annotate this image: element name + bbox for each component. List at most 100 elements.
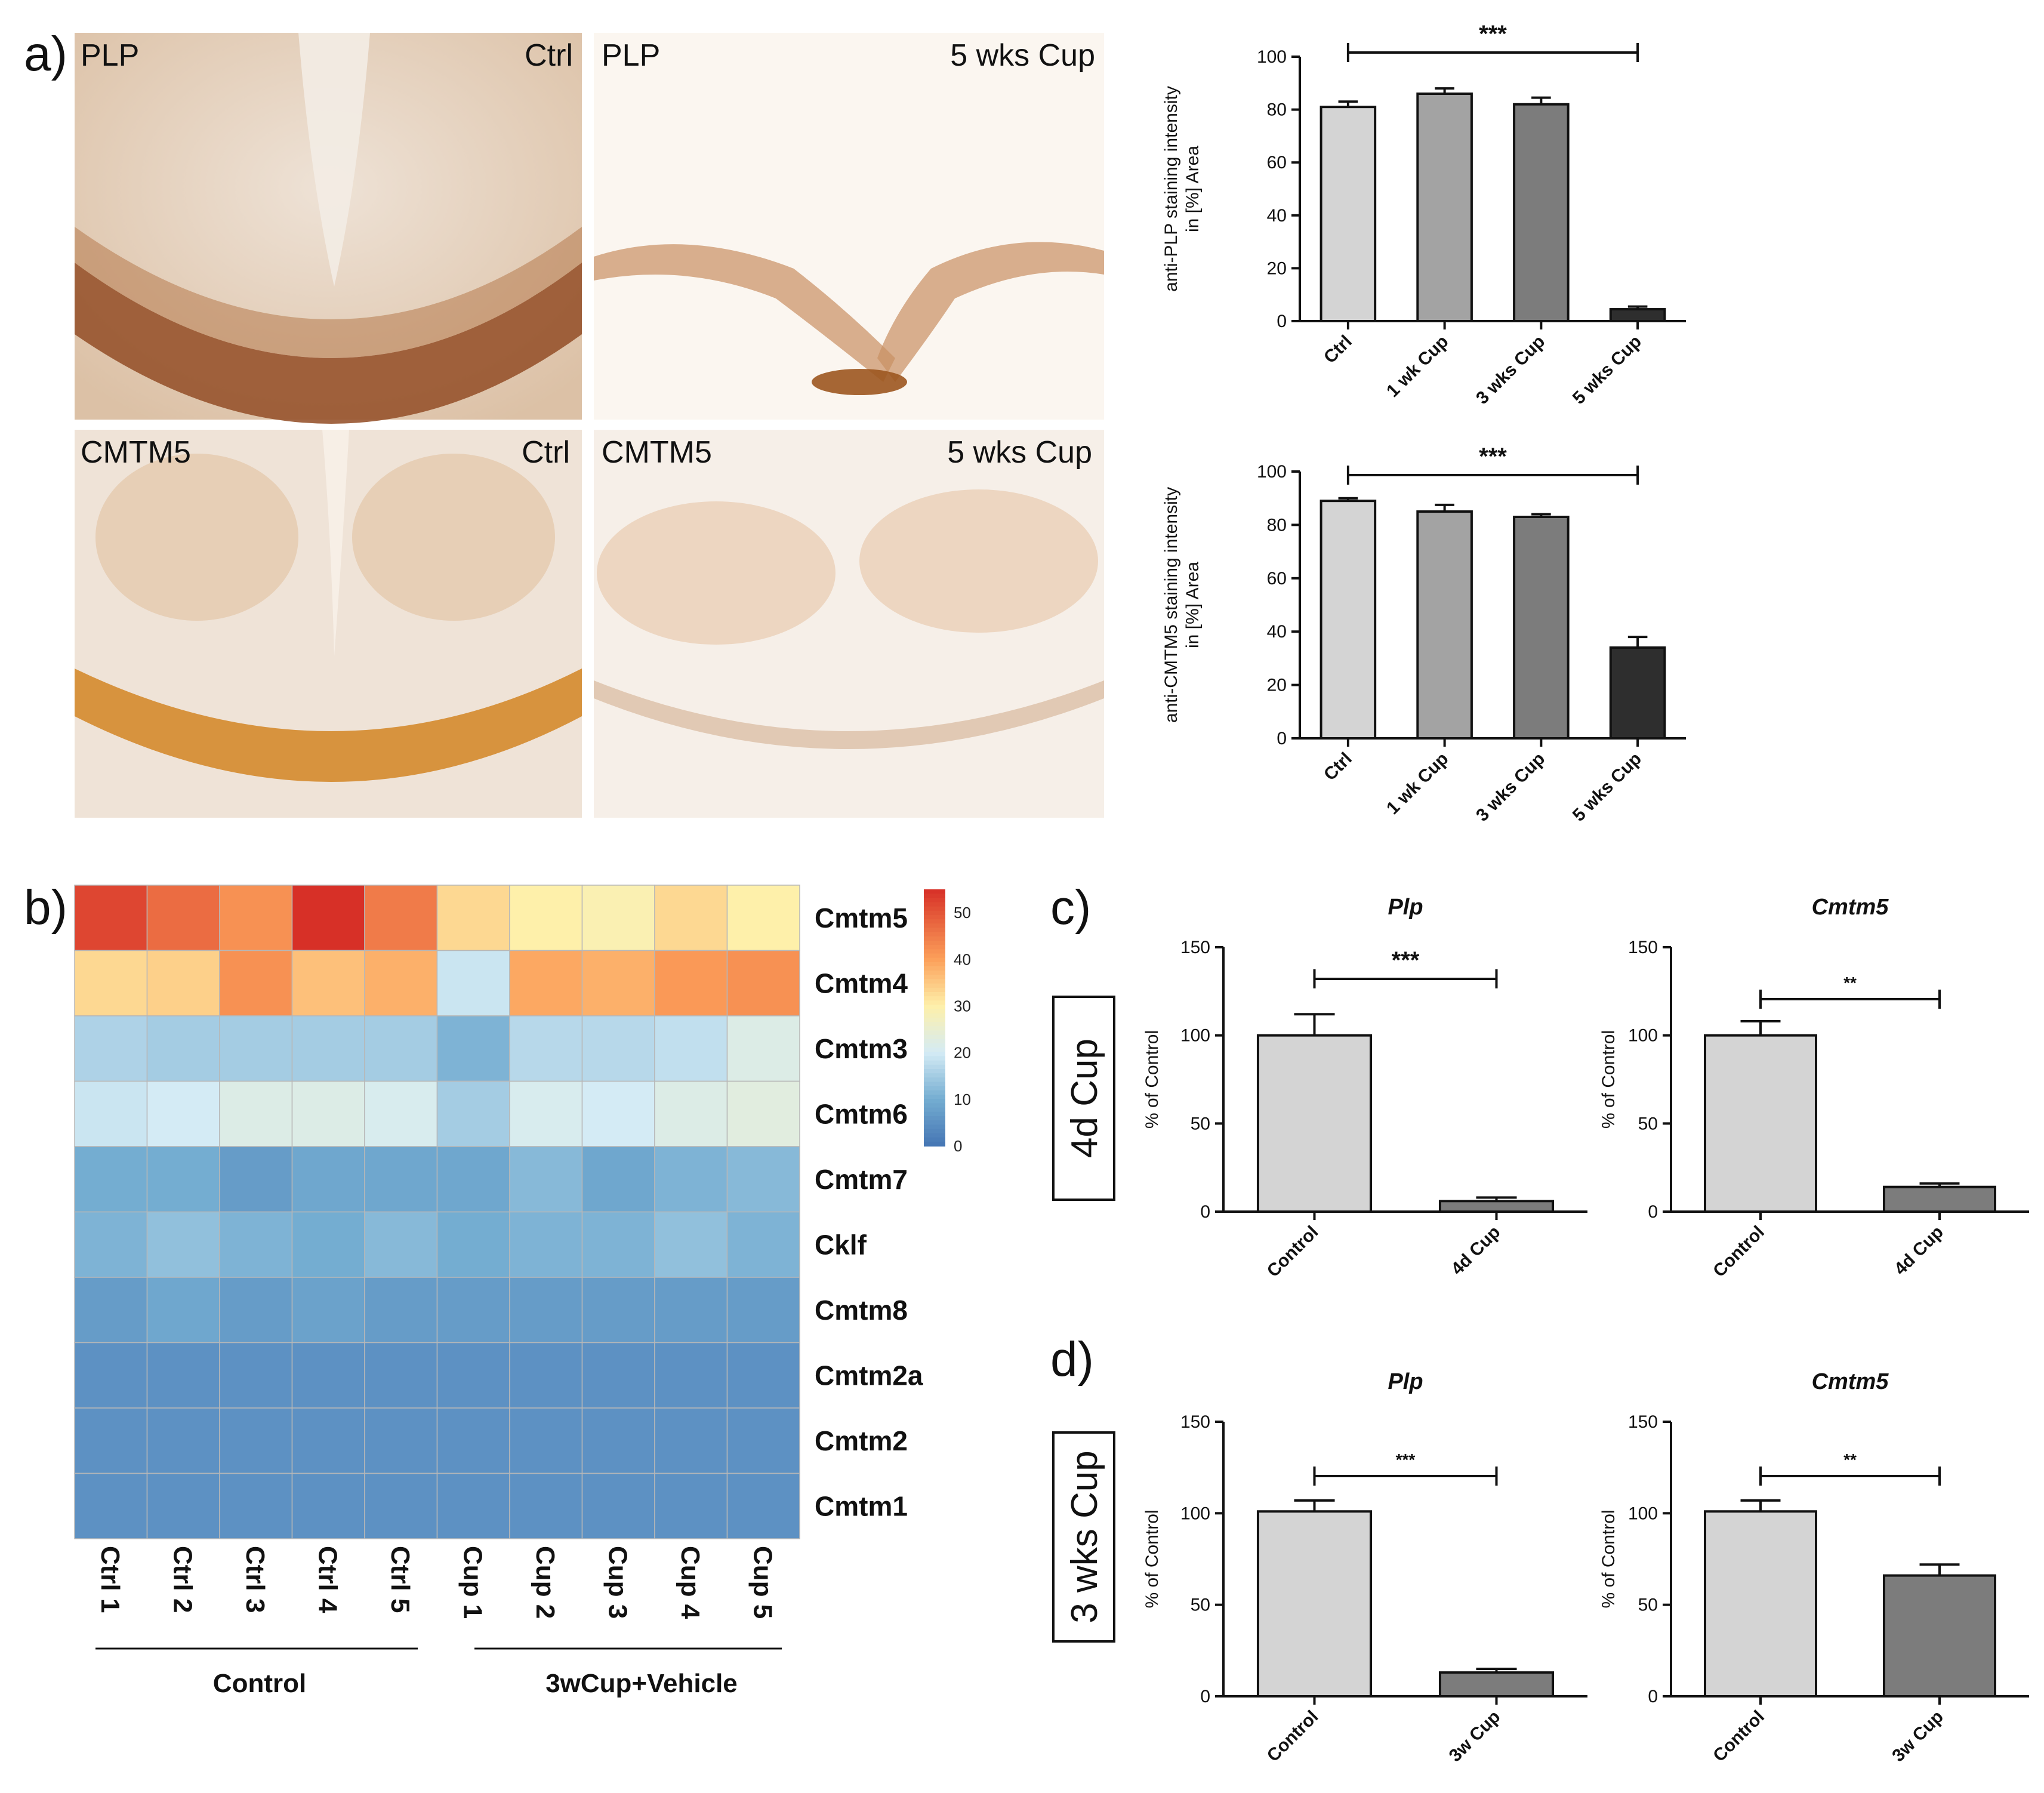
heatmap-cell bbox=[436, 1146, 510, 1213]
residual-myelin-right bbox=[877, 242, 1104, 382]
heatmap-cell bbox=[436, 1015, 510, 1082]
heatmap-cell bbox=[726, 950, 800, 1016]
bar-1-wk-cup bbox=[1416, 510, 1473, 740]
heatmap-cell bbox=[581, 950, 655, 1016]
micro-condition-label: 5 wks Cup bbox=[950, 38, 1095, 73]
heatmap-cell bbox=[74, 1472, 148, 1539]
legend-segment bbox=[924, 906, 945, 911]
micrograph-background bbox=[594, 33, 1104, 420]
legend-segment bbox=[924, 957, 945, 963]
heatmap-cell bbox=[436, 1277, 510, 1344]
x-tick-label: Ctrl bbox=[1320, 332, 1356, 368]
c-plp-bar-chart: Plp 0 50 100 150 % of Control Control 4d Cup *** bbox=[1142, 895, 1587, 1281]
cortex-left bbox=[597, 501, 836, 645]
legend-segment bbox=[924, 949, 945, 954]
heatmap-cell bbox=[436, 950, 510, 1016]
micrograph-cmtm5-ctrl: CMTM5 Ctrl bbox=[75, 430, 582, 818]
legend-segment bbox=[924, 983, 945, 988]
heatmap-cell bbox=[581, 1277, 655, 1344]
heatmap-cell bbox=[146, 1342, 220, 1409]
heatmap-cell bbox=[291, 1080, 365, 1147]
heatmap-cell bbox=[74, 1146, 148, 1213]
legend-segment bbox=[924, 975, 945, 980]
panel-label-d: d) bbox=[1050, 1332, 1094, 1387]
heatmap-cell bbox=[509, 1211, 583, 1278]
heatmap-cell bbox=[581, 1146, 655, 1213]
heatmap-cell bbox=[509, 1342, 583, 1409]
legend-segment bbox=[924, 1103, 945, 1108]
micro-condition-label: 5 wks Cup bbox=[947, 435, 1092, 470]
heatmap-cell bbox=[291, 1211, 365, 1278]
y-tick-label: 60 bbox=[1267, 153, 1287, 172]
panel-label-b: b) bbox=[24, 880, 67, 935]
y-tick-label: 50 bbox=[1191, 1595, 1210, 1615]
y-tick-label: 100 bbox=[1628, 1504, 1658, 1523]
cortex-right bbox=[352, 454, 555, 621]
heatmap-cell bbox=[581, 885, 655, 951]
bar-3w-cup bbox=[1438, 1671, 1555, 1698]
heatmap-cell bbox=[219, 1146, 293, 1213]
heatmap-cell bbox=[219, 1211, 293, 1278]
micro-stain-label: CMTM5 bbox=[602, 435, 712, 470]
heatmap-cell bbox=[291, 1146, 365, 1213]
midline bbox=[298, 33, 370, 286]
bar-3w-cup bbox=[1883, 1574, 1996, 1698]
y-tick-label: 40 bbox=[1267, 622, 1287, 642]
legend-segment bbox=[924, 1086, 945, 1091]
legend-segment bbox=[924, 902, 945, 907]
significance-label: ** bbox=[1843, 973, 1857, 992]
y-tick-label: 150 bbox=[1628, 1412, 1658, 1432]
legend-segment bbox=[924, 1095, 945, 1099]
legend-segment bbox=[924, 1026, 945, 1031]
legend-segment bbox=[924, 1060, 945, 1065]
y-axis-title: % of Control bbox=[1599, 1030, 1618, 1129]
heatmap-row-label: Cmtm2 bbox=[815, 1425, 908, 1456]
y-tick-label: 0 bbox=[1200, 1202, 1210, 1222]
y-tick-label: 150 bbox=[1180, 1412, 1210, 1432]
residual-spot bbox=[812, 369, 907, 395]
legend-tick-label: 40 bbox=[954, 950, 971, 968]
heatmap-cell bbox=[291, 885, 365, 951]
heatmap-cell bbox=[726, 1211, 800, 1278]
heatmap-cell bbox=[291, 1015, 365, 1082]
heatmap-cell bbox=[509, 1146, 583, 1213]
significance-label: *** bbox=[1396, 1450, 1416, 1469]
heatmap-column-label: Cup 4 bbox=[676, 1546, 705, 1619]
legend-segment bbox=[924, 996, 945, 1002]
legend-segment bbox=[924, 910, 945, 916]
y-axis-title: % of Control bbox=[1142, 1030, 1162, 1129]
heatmap-cell bbox=[436, 885, 510, 951]
heatmap-cell bbox=[291, 1472, 365, 1539]
y-tick-label: 100 bbox=[1257, 462, 1287, 482]
heatmap-column-label: Cup 1 bbox=[458, 1546, 487, 1619]
legend-segment bbox=[924, 889, 945, 894]
heatmap-cell bbox=[74, 885, 148, 951]
heatmap-cell bbox=[146, 1472, 220, 1539]
bar-4d-cup bbox=[1438, 1200, 1555, 1213]
legend-segment bbox=[924, 1052, 945, 1057]
bar-5-wks-cup bbox=[1609, 646, 1666, 740]
legend-segment bbox=[924, 1125, 945, 1130]
corpus-callosum-band bbox=[594, 680, 1104, 749]
heatmap-cell bbox=[436, 1211, 510, 1278]
d-cmtm5-bar-chart: Cmtm5 0 50 100 150 % of Control Control 3w Cup *… bbox=[1599, 1369, 2029, 1766]
heatmap-cell bbox=[509, 1015, 583, 1082]
bar-ctrl bbox=[1319, 106, 1377, 322]
heatmap-cell bbox=[654, 1146, 728, 1213]
heatmap-cell bbox=[364, 1146, 438, 1213]
chart-title: Cmtm5 bbox=[1812, 1369, 1889, 1394]
y-tick-label: 100 bbox=[1257, 47, 1287, 67]
heatmap-cell bbox=[364, 1015, 438, 1082]
significance-label: ** bbox=[1843, 1450, 1857, 1469]
micro-condition-label: Ctrl bbox=[522, 435, 570, 470]
heatmap-cell bbox=[726, 1146, 800, 1213]
legend-segment bbox=[924, 1116, 945, 1121]
heatmap-cell bbox=[581, 1472, 655, 1539]
x-tick-label: Ctrl bbox=[1320, 749, 1356, 785]
bar-control bbox=[1256, 1510, 1373, 1698]
cortex-left bbox=[95, 454, 298, 621]
x-tick-label: 4d Cup bbox=[1891, 1222, 1947, 1279]
micrograph-cmtm5-5wks: CMTM5 5 wks Cup bbox=[594, 430, 1104, 818]
heatmap-cell bbox=[291, 1407, 365, 1474]
